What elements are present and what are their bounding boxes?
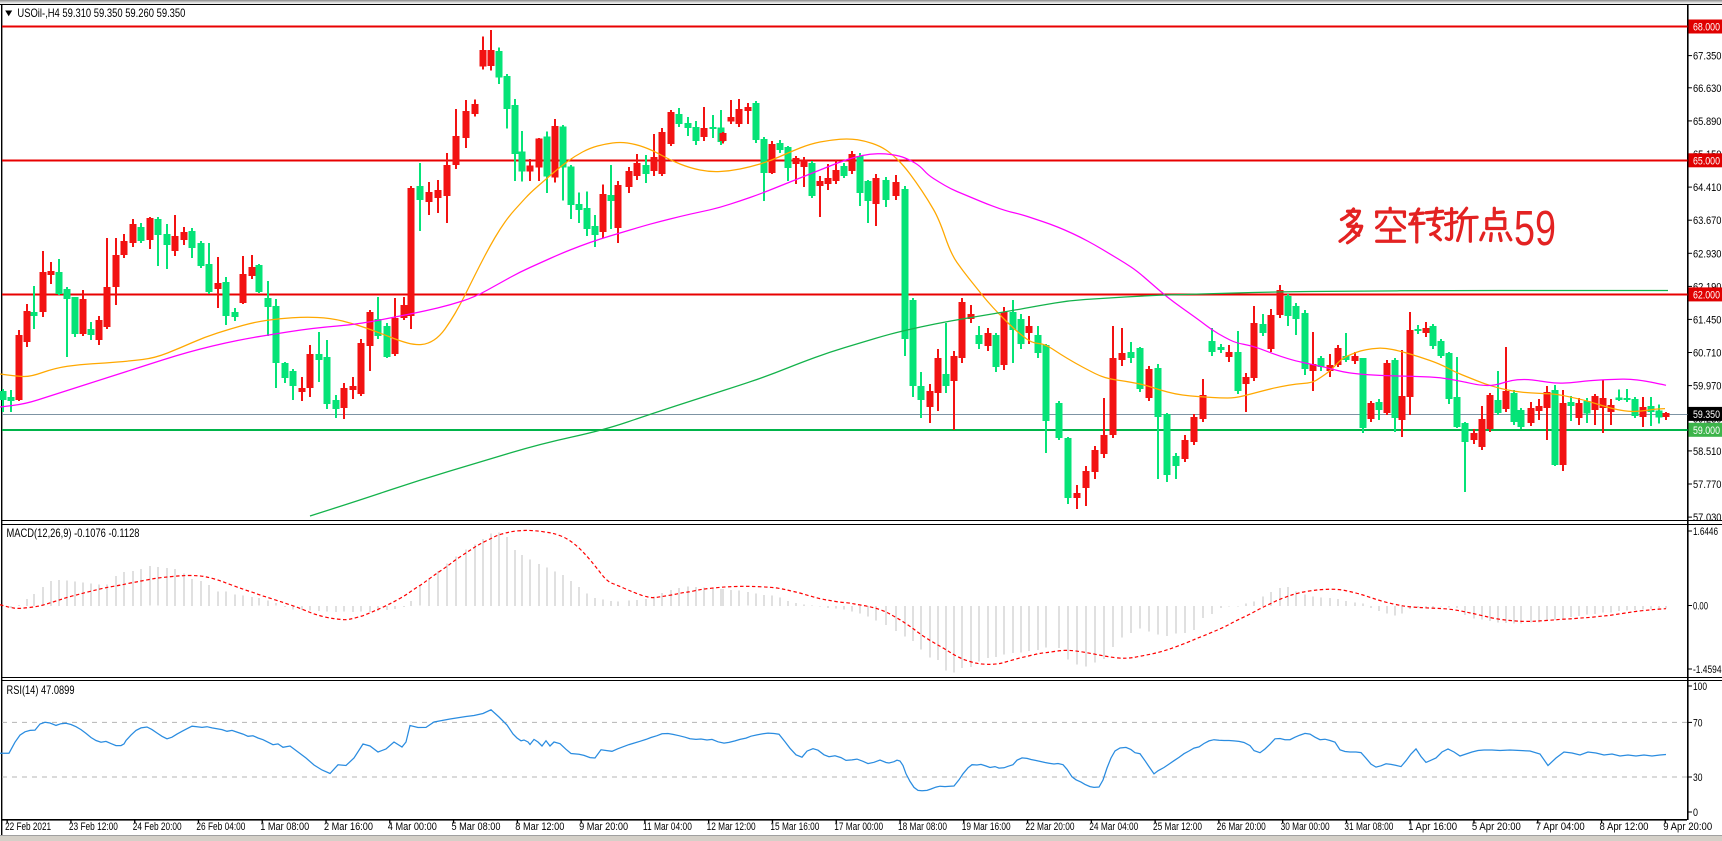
svg-text:60.710: 60.710 — [1693, 348, 1722, 360]
svg-text:0: 0 — [1693, 807, 1698, 819]
svg-text:62.930: 62.930 — [1693, 248, 1722, 260]
svg-text:17 Mar 00:00: 17 Mar 00:00 — [834, 821, 883, 833]
svg-text:63.670: 63.670 — [1693, 215, 1722, 227]
svg-text:22 Feb 2021: 22 Feb 2021 — [5, 821, 51, 833]
svg-text:59.350: 59.350 — [1693, 409, 1720, 421]
svg-text:65.890: 65.890 — [1693, 116, 1722, 128]
svg-text:65.000: 65.000 — [1693, 156, 1720, 168]
svg-text:23 Feb 12:00: 23 Feb 12:00 — [69, 821, 118, 833]
svg-text:68.000: 68.000 — [1693, 22, 1720, 34]
svg-text:22 Mar 20:00: 22 Mar 20:00 — [1026, 821, 1075, 833]
svg-text:61.450: 61.450 — [1693, 314, 1722, 326]
svg-text:30 Mar 00:00: 30 Mar 00:00 — [1281, 821, 1330, 833]
svg-text:64.410: 64.410 — [1693, 182, 1722, 194]
svg-text:8 Apr 12:00: 8 Apr 12:00 — [1600, 821, 1649, 833]
svg-text:5 Mar 08:00: 5 Mar 08:00 — [452, 821, 501, 833]
svg-text:RSI(14) 47.0899: RSI(14) 47.0899 — [7, 683, 75, 697]
svg-text:9 Apr 20:00: 9 Apr 20:00 — [1663, 821, 1712, 833]
svg-text:57.770: 57.770 — [1693, 479, 1722, 491]
svg-text:59: 59 — [1514, 202, 1556, 256]
svg-text:66.630: 66.630 — [1693, 83, 1722, 95]
svg-text:58.510: 58.510 — [1693, 446, 1722, 458]
svg-text:2 Mar 16:00: 2 Mar 16:00 — [324, 821, 373, 833]
svg-text:59.970: 59.970 — [1693, 381, 1722, 393]
svg-text:100: 100 — [1693, 681, 1707, 693]
svg-text:1.6446: 1.6446 — [1693, 526, 1718, 538]
svg-text:67.350: 67.350 — [1693, 51, 1722, 63]
svg-text:9 Mar 20:00: 9 Mar 20:00 — [579, 821, 628, 833]
svg-text:18 Mar 08:00: 18 Mar 08:00 — [898, 821, 947, 833]
svg-text:15 Mar 16:00: 15 Mar 16:00 — [770, 821, 819, 833]
svg-text:MACD(12,26,9) -0.1076 -0.1128: MACD(12,26,9) -0.1076 -0.1128 — [7, 526, 140, 540]
svg-text:31 Mar 08:00: 31 Mar 08:00 — [1344, 821, 1393, 833]
svg-text:0.00: 0.00 — [1693, 601, 1708, 613]
svg-text:-1.4594: -1.4594 — [1693, 664, 1722, 676]
svg-text:4 Mar 00:00: 4 Mar 00:00 — [388, 821, 437, 833]
svg-text:25 Mar 12:00: 25 Mar 12:00 — [1153, 821, 1202, 833]
svg-text:24 Feb 20:00: 24 Feb 20:00 — [133, 821, 182, 833]
svg-text:1 Mar 08:00: 1 Mar 08:00 — [260, 821, 309, 833]
svg-text:24 Mar 04:00: 24 Mar 04:00 — [1089, 821, 1138, 833]
svg-text:USOil-,H4 59.310 59.350 59.26: USOil-,H4 59.310 59.350 59.260 59.350 — [17, 6, 185, 20]
svg-text:57.030: 57.030 — [1693, 512, 1722, 524]
svg-text:59.000: 59.000 — [1693, 425, 1720, 437]
svg-text:26 Mar 20:00: 26 Mar 20:00 — [1217, 821, 1266, 833]
svg-text:8 Mar 12:00: 8 Mar 12:00 — [515, 821, 564, 833]
svg-text:62.000: 62.000 — [1693, 290, 1720, 302]
svg-text:12 Mar 12:00: 12 Mar 12:00 — [707, 821, 756, 833]
svg-text:26 Feb 04:00: 26 Feb 04:00 — [196, 821, 245, 833]
svg-text:19 Mar 16:00: 19 Mar 16:00 — [962, 821, 1011, 833]
svg-text:30: 30 — [1693, 772, 1703, 784]
svg-text:11 Mar 04:00: 11 Mar 04:00 — [643, 821, 692, 833]
svg-text:1 Apr 16:00: 1 Apr 16:00 — [1408, 821, 1457, 833]
svg-text:7 Apr 04:00: 7 Apr 04:00 — [1536, 821, 1585, 833]
svg-text:70: 70 — [1693, 717, 1703, 729]
svg-text:5 Apr 20:00: 5 Apr 20:00 — [1472, 821, 1521, 833]
